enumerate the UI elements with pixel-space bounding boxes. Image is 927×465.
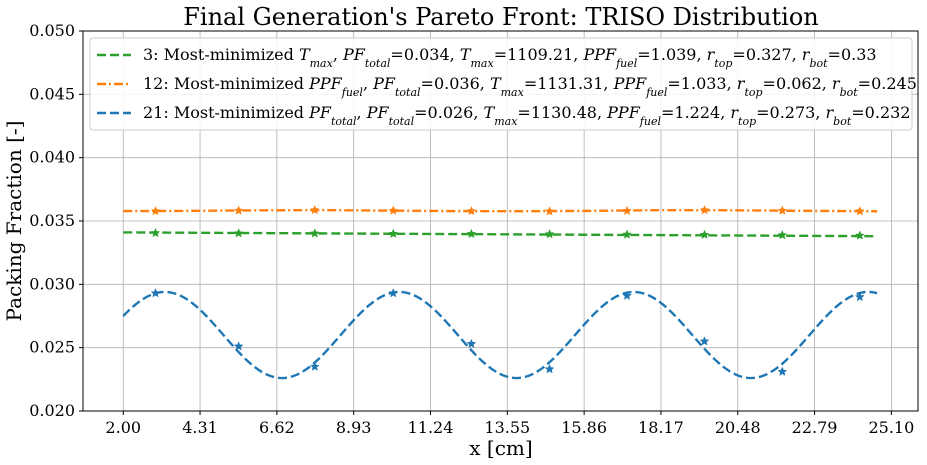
series-0-marker-5: [544, 229, 555, 239]
legend-entry-0: 3: Most-minimized Tmax, PFtotal=0.034, T…: [143, 45, 877, 70]
series-0-marker-4: [466, 228, 477, 239]
series-1-line: [123, 208, 878, 213]
x-tick-label: 6.62: [259, 418, 295, 437]
series-2-marker-3: [388, 288, 399, 298]
series-2-marker-2: [309, 361, 320, 371]
x-tick-label: 25.10: [868, 418, 914, 437]
series-0-marker-1: [233, 228, 244, 238]
y-axis-label: Packing Fraction [-]: [2, 121, 26, 322]
series-0-line: [123, 231, 878, 238]
series-1-marker-5: [544, 206, 555, 216]
series-0-marker-7: [699, 229, 710, 239]
series-1-marker-9: [854, 206, 865, 216]
series-2-marker-4: [466, 338, 477, 349]
series-0-marker-3: [388, 228, 399, 238]
x-tick-label: 20.48: [715, 418, 761, 437]
y-tick-label: 0.025: [29, 338, 75, 357]
x-tick-label: 8.93: [336, 418, 372, 437]
series-0-marker-8: [777, 230, 788, 240]
y-tick-label: 0.035: [29, 211, 75, 230]
series-0-marker-6: [622, 229, 632, 239]
x-tick-label: 2.00: [105, 418, 141, 437]
series-2-marker-9: [854, 291, 865, 302]
series-layer: [122, 204, 878, 380]
y-tick-label: 0.040: [29, 148, 75, 167]
x-tick-label: 15.86: [561, 418, 607, 437]
ticks: 2.00 4.31 6.62 8.93 11.24 13.55 15.86 18.17 20.4…: [29, 21, 914, 437]
series-0-marker-9: [854, 230, 865, 240]
x-axis-label: x [cm]: [469, 436, 532, 460]
series-2-marker-6: [622, 290, 632, 300]
legend-box: [89, 37, 913, 131]
series-1-marker-2: [309, 204, 320, 215]
series-1-marker-3: [388, 205, 399, 215]
series-1-marker-4: [466, 205, 477, 216]
series-1: [123, 204, 878, 216]
x-tick-label: 18.17: [638, 418, 684, 437]
series-2: [122, 288, 878, 380]
legend-entry-2: 21: Most-minimized PFtotal, PFtotal=0.02…: [143, 103, 910, 128]
series-0-marker-0: [150, 227, 161, 238]
series-0-marker-2: [309, 228, 320, 238]
legend-entry-1: 12: Most-minimized PPFfuel, PFtotal=0.03…: [143, 74, 917, 99]
series-2-marker-0: [150, 288, 161, 298]
chart-title: Final Generation's Pareto Front: TRISO D…: [183, 3, 819, 31]
series-1-marker-1: [233, 205, 244, 215]
series-2-line: [122, 290, 878, 380]
series-2-marker-1: [233, 341, 244, 351]
series-1-marker-6: [622, 205, 632, 216]
series-1-marker-7: [699, 204, 710, 215]
y-tick-label: 0.050: [29, 21, 75, 40]
series-1-marker-8: [777, 205, 788, 215]
y-tick-label: 0.030: [29, 274, 75, 293]
y-tick-label: 0.045: [29, 84, 75, 103]
series-0: [123, 227, 878, 240]
x-tick-label: 13.55: [484, 418, 530, 437]
x-tick-label: 22.79: [792, 418, 838, 437]
x-tick-label: 4.31: [182, 418, 218, 437]
y-tick-label: 0.020: [29, 401, 75, 420]
series-2-marker-7: [699, 336, 710, 346]
series-1-marker-0: [150, 205, 161, 216]
series-2-marker-8: [777, 366, 788, 376]
legend: 3: Most-minimized Tmax, PFtotal=0.034, T…: [89, 37, 917, 131]
series-2-marker-5: [544, 364, 555, 374]
x-tick-label: 11.24: [408, 418, 454, 437]
